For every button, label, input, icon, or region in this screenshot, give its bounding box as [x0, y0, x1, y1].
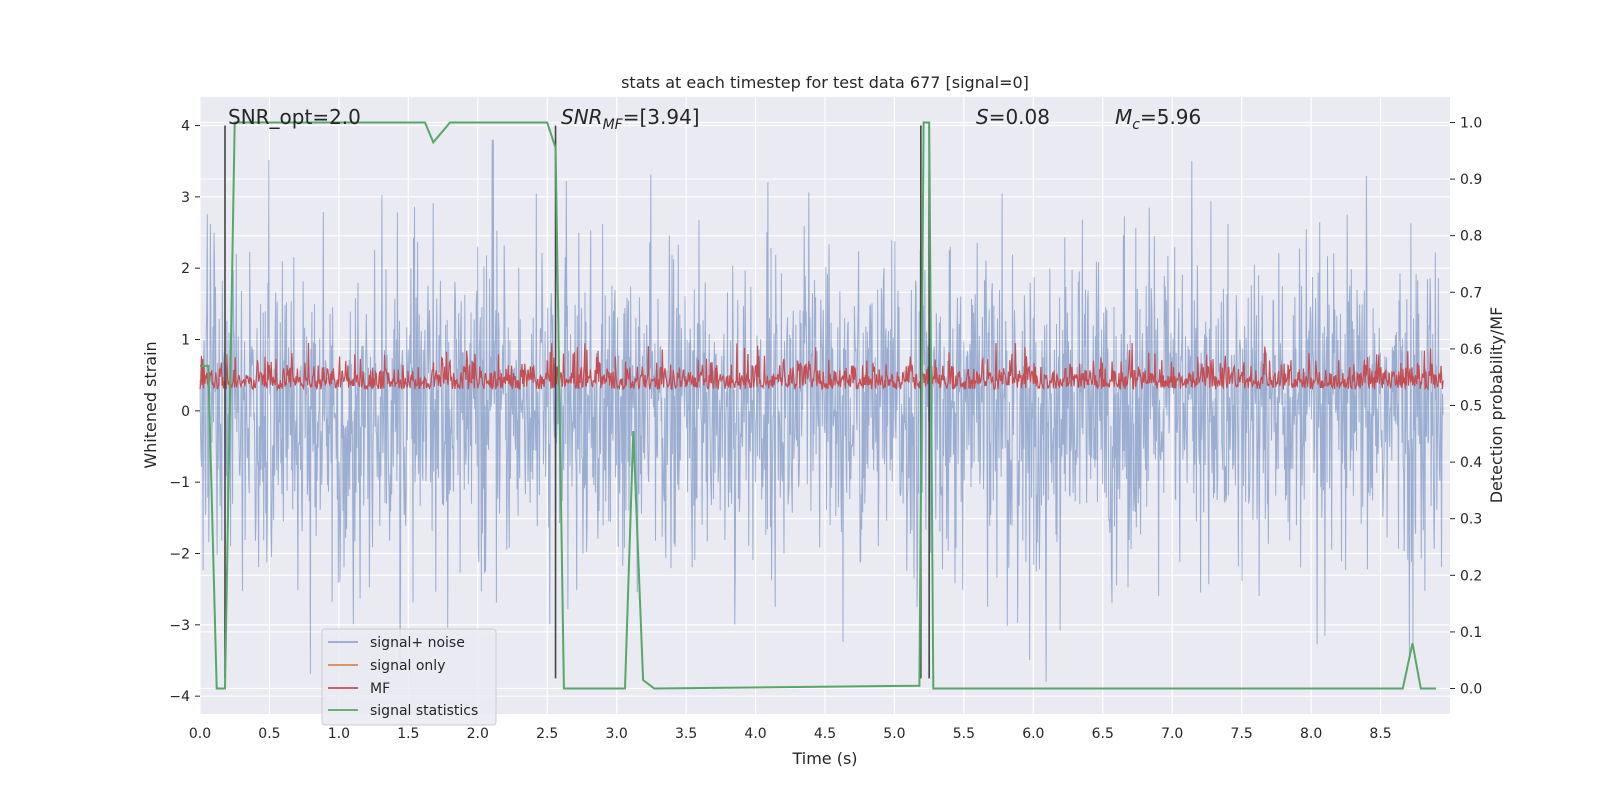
- x-tick-label: 7.5: [1231, 726, 1253, 742]
- y-right-axis-label: Detection probability/MF: [1487, 307, 1506, 504]
- annotation-s-value: =0.08: [989, 105, 1050, 129]
- annotation-snr-mf: SNRMF=[3.94]: [561, 105, 700, 133]
- y-tick-label: 1: [181, 333, 190, 349]
- annotation-mc-main: M: [1115, 105, 1132, 129]
- y-tick-label: 3: [181, 190, 190, 206]
- y-axis-label: Whitened strain: [141, 341, 160, 468]
- legend-label-mf: MF: [370, 681, 390, 697]
- x-tick-label: 4.0: [744, 726, 766, 742]
- x-tick-label: 7.0: [1161, 726, 1183, 742]
- y-right-tick-label: 0.5: [1460, 399, 1482, 415]
- x-tick-label: 8.5: [1369, 726, 1391, 742]
- annotation-s: S=0.08: [976, 105, 1050, 129]
- x-tick-label: 1.5: [397, 726, 419, 742]
- x-tick-label: 0.5: [258, 726, 280, 742]
- legend-box: [321, 628, 497, 726]
- legend-label-signal-noise: signal+ noise: [370, 635, 465, 651]
- y-tick-label: −2: [169, 547, 190, 563]
- y-tick-label: −1: [169, 475, 190, 491]
- y-right-tick-label: 0.7: [1460, 285, 1482, 301]
- legend-label-signal-only: signal only: [370, 658, 445, 674]
- y-right-tick-label: 1.0: [1460, 115, 1482, 131]
- series-mf: [199, 343, 1444, 392]
- annotation-s-main: S: [976, 105, 989, 129]
- x-tick-labels: 0.0 0.5 1.0 1.5 2.0 2.5 3.0 3.5 4.0 4.5 5.0 5.5 6.0 6…: [189, 726, 1392, 742]
- x-tick-label: 6.5: [1092, 726, 1114, 742]
- y-tick-label: 4: [181, 119, 190, 135]
- y-right-tick-label: 0.8: [1460, 229, 1482, 245]
- x-tick-label: 0.0: [189, 726, 211, 742]
- x-tick-label: 3.0: [606, 726, 628, 742]
- x-tick-label: 2.0: [467, 726, 489, 742]
- series-signal-statistics: [200, 121, 1437, 690]
- signal-statistics-line: [200, 121, 1437, 690]
- y-right-tick-label: 0.9: [1460, 172, 1482, 188]
- annotation-snr-opt: SNR_opt=2.0: [228, 105, 361, 129]
- annotation-mc: Mc=5.96: [1115, 105, 1201, 133]
- y-tick-label: −3: [169, 618, 190, 634]
- annotation-mc-sub: c: [1132, 117, 1140, 133]
- x-tick-label: 3.5: [675, 726, 697, 742]
- y-tick-labels: −4 −3 −2 −1 0 1 2 3 4: [169, 119, 200, 705]
- y-tick-label: −4: [169, 689, 190, 705]
- x-tick-label: 4.5: [814, 726, 836, 742]
- annotation-snr-mf-sub: MF: [603, 117, 624, 133]
- y-right-tick-label: 0.6: [1460, 342, 1482, 358]
- annotation-snr-mf-value: =[3.94]: [623, 105, 700, 129]
- y-right-tick-label: 0.2: [1460, 568, 1482, 584]
- legend-label-signal-statistics: signal statistics: [370, 703, 478, 719]
- mf-line: [199, 343, 1444, 392]
- x-tick-label: 2.5: [536, 726, 558, 742]
- x-tick-label: 5.0: [883, 726, 905, 742]
- y-right-tick-label: 0.3: [1460, 512, 1482, 528]
- legend: signal+ noise signal only MF signal stat…: [321, 628, 497, 726]
- series-signal-noise: [199, 139, 1444, 682]
- annotation-snr-mf-main: SNR: [561, 105, 603, 129]
- x-tick-label: 8.0: [1300, 726, 1322, 742]
- x-tick-label: 6.0: [1022, 726, 1044, 742]
- y-tick-label: 2: [181, 261, 190, 277]
- x-axis-label: Time (s): [791, 749, 857, 768]
- y-right-tick-label: 0.4: [1460, 455, 1482, 471]
- y-right-tick-label: 0.1: [1460, 625, 1482, 641]
- y-right-tick-label: 0.0: [1460, 682, 1482, 698]
- x-tick-label: 1.0: [328, 726, 350, 742]
- y-right-tick-labels: 0.0 0.1 0.2 0.3 0.4 0.5 0.6 0.7 0.8 0.9 1.0: [1450, 115, 1482, 698]
- annotation-mc-value: =5.96: [1140, 105, 1201, 129]
- y-tick-label: 0: [181, 404, 190, 420]
- x-tick-label: 5.5: [953, 726, 975, 742]
- chart-title: stats at each timestep for test data 677…: [621, 73, 1029, 92]
- signal-noise-line: [199, 139, 1444, 682]
